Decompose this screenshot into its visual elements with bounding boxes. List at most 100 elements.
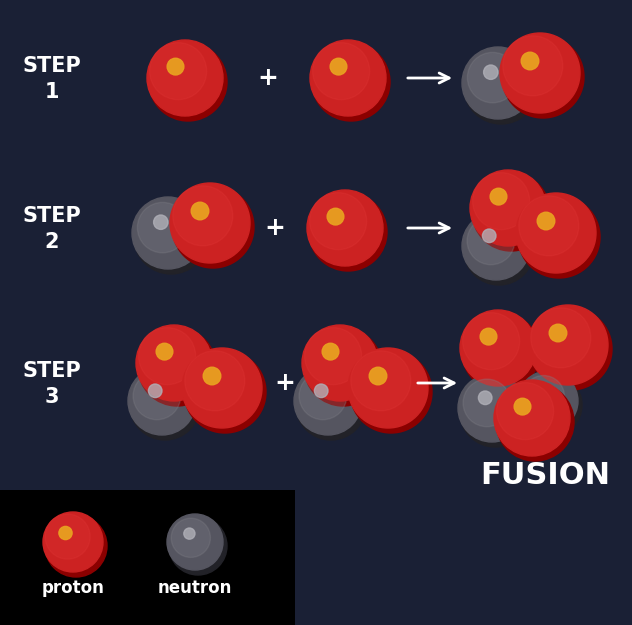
Circle shape bbox=[191, 202, 209, 220]
Circle shape bbox=[173, 186, 233, 246]
Circle shape bbox=[314, 384, 328, 398]
Circle shape bbox=[294, 367, 362, 435]
Circle shape bbox=[480, 328, 497, 345]
Text: STEP: STEP bbox=[23, 206, 82, 226]
Circle shape bbox=[138, 328, 216, 406]
Circle shape bbox=[133, 372, 181, 420]
Circle shape bbox=[130, 370, 200, 440]
Circle shape bbox=[462, 212, 530, 280]
Circle shape bbox=[299, 372, 347, 420]
Circle shape bbox=[134, 200, 208, 274]
Circle shape bbox=[462, 313, 540, 391]
Circle shape bbox=[464, 215, 534, 285]
Circle shape bbox=[537, 213, 555, 230]
Text: +: + bbox=[258, 66, 279, 90]
Circle shape bbox=[128, 367, 196, 435]
Circle shape bbox=[528, 305, 608, 385]
Circle shape bbox=[136, 325, 212, 401]
Circle shape bbox=[154, 215, 168, 229]
Text: FUSION: FUSION bbox=[480, 461, 610, 489]
Circle shape bbox=[137, 202, 188, 252]
Circle shape bbox=[518, 371, 578, 431]
Circle shape bbox=[518, 196, 600, 278]
Circle shape bbox=[309, 193, 387, 271]
Circle shape bbox=[516, 193, 596, 273]
Circle shape bbox=[531, 308, 591, 368]
Circle shape bbox=[304, 328, 382, 406]
Circle shape bbox=[467, 217, 514, 265]
Circle shape bbox=[322, 343, 339, 360]
Circle shape bbox=[496, 383, 574, 461]
Circle shape bbox=[549, 324, 567, 342]
Circle shape bbox=[171, 518, 210, 558]
Text: 2: 2 bbox=[45, 232, 59, 252]
Circle shape bbox=[497, 382, 554, 439]
Circle shape bbox=[530, 308, 612, 390]
Text: STEP: STEP bbox=[23, 361, 82, 381]
Circle shape bbox=[514, 398, 531, 415]
Circle shape bbox=[464, 50, 538, 124]
Circle shape bbox=[43, 512, 103, 572]
Circle shape bbox=[460, 310, 536, 386]
Circle shape bbox=[182, 348, 262, 428]
Circle shape bbox=[462, 47, 534, 119]
Circle shape bbox=[502, 36, 584, 118]
Circle shape bbox=[482, 229, 496, 242]
Circle shape bbox=[330, 58, 347, 75]
Circle shape bbox=[138, 328, 196, 384]
Circle shape bbox=[305, 328, 362, 384]
Circle shape bbox=[463, 379, 511, 427]
Circle shape bbox=[59, 526, 72, 539]
Text: proton: proton bbox=[42, 579, 104, 597]
Circle shape bbox=[521, 52, 539, 70]
Circle shape bbox=[169, 517, 227, 575]
Circle shape bbox=[167, 58, 184, 75]
Circle shape bbox=[156, 343, 173, 360]
Circle shape bbox=[302, 325, 378, 401]
Circle shape bbox=[167, 514, 223, 570]
Text: +: + bbox=[274, 371, 295, 395]
Text: 3: 3 bbox=[45, 387, 59, 407]
Circle shape bbox=[310, 192, 367, 249]
Circle shape bbox=[490, 188, 507, 205]
Circle shape bbox=[473, 173, 530, 229]
Circle shape bbox=[500, 33, 580, 113]
Circle shape bbox=[184, 351, 266, 433]
Circle shape bbox=[296, 370, 366, 440]
Circle shape bbox=[472, 173, 550, 251]
Text: neutron: neutron bbox=[158, 579, 232, 597]
Circle shape bbox=[185, 351, 245, 411]
Circle shape bbox=[348, 348, 428, 428]
Circle shape bbox=[45, 515, 107, 577]
Circle shape bbox=[307, 190, 383, 266]
Circle shape bbox=[523, 376, 564, 418]
Bar bbox=[0, 490, 295, 625]
Circle shape bbox=[458, 374, 526, 442]
Circle shape bbox=[149, 43, 227, 121]
Circle shape bbox=[483, 65, 498, 79]
Circle shape bbox=[460, 377, 530, 447]
Circle shape bbox=[327, 208, 344, 225]
Circle shape bbox=[45, 514, 90, 559]
Text: STEP: STEP bbox=[23, 56, 82, 76]
Circle shape bbox=[170, 183, 250, 263]
Circle shape bbox=[312, 43, 390, 121]
Circle shape bbox=[503, 36, 563, 96]
Circle shape bbox=[463, 312, 520, 369]
Circle shape bbox=[150, 42, 207, 99]
Circle shape bbox=[149, 384, 162, 398]
Text: 1: 1 bbox=[45, 82, 59, 102]
Circle shape bbox=[520, 374, 582, 436]
Circle shape bbox=[204, 368, 221, 385]
Circle shape bbox=[313, 42, 370, 99]
Circle shape bbox=[536, 386, 548, 398]
Circle shape bbox=[350, 351, 432, 433]
Circle shape bbox=[184, 528, 195, 539]
Circle shape bbox=[172, 186, 254, 268]
Circle shape bbox=[494, 380, 570, 456]
Circle shape bbox=[470, 170, 546, 246]
Text: +: + bbox=[265, 216, 286, 240]
Circle shape bbox=[310, 40, 386, 116]
Circle shape bbox=[369, 368, 387, 385]
Circle shape bbox=[132, 197, 204, 269]
